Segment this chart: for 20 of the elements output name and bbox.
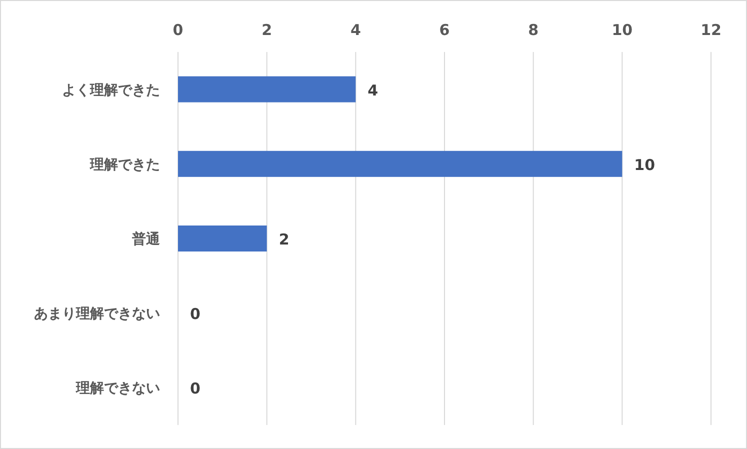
x-tick-label: 0 (172, 21, 184, 39)
x-tick-label: 8 (528, 21, 539, 39)
data-label: 10 (634, 156, 656, 174)
data-label: 2 (278, 230, 290, 248)
y-tick-label: 普通 (131, 230, 161, 248)
x-tick-label: 6 (439, 21, 450, 39)
x-tick-label: 4 (350, 21, 361, 39)
x-tick-label: 10 (612, 21, 633, 39)
bar (178, 226, 267, 252)
bar (178, 150, 622, 177)
data-label: 4 (368, 81, 378, 100)
data-label: 0 (190, 380, 200, 398)
y-tick-label: 理解できない (75, 380, 160, 397)
x-tick-label: 12 (700, 21, 722, 39)
x-tick-label: 2 (262, 21, 272, 39)
bar (178, 76, 356, 102)
y-tick-label: よく理解できた (62, 82, 160, 98)
y-tick-label: 理解できた (89, 156, 160, 173)
y-tick-label: あまり理解できない (34, 306, 160, 322)
data-label: 0 (190, 305, 200, 324)
